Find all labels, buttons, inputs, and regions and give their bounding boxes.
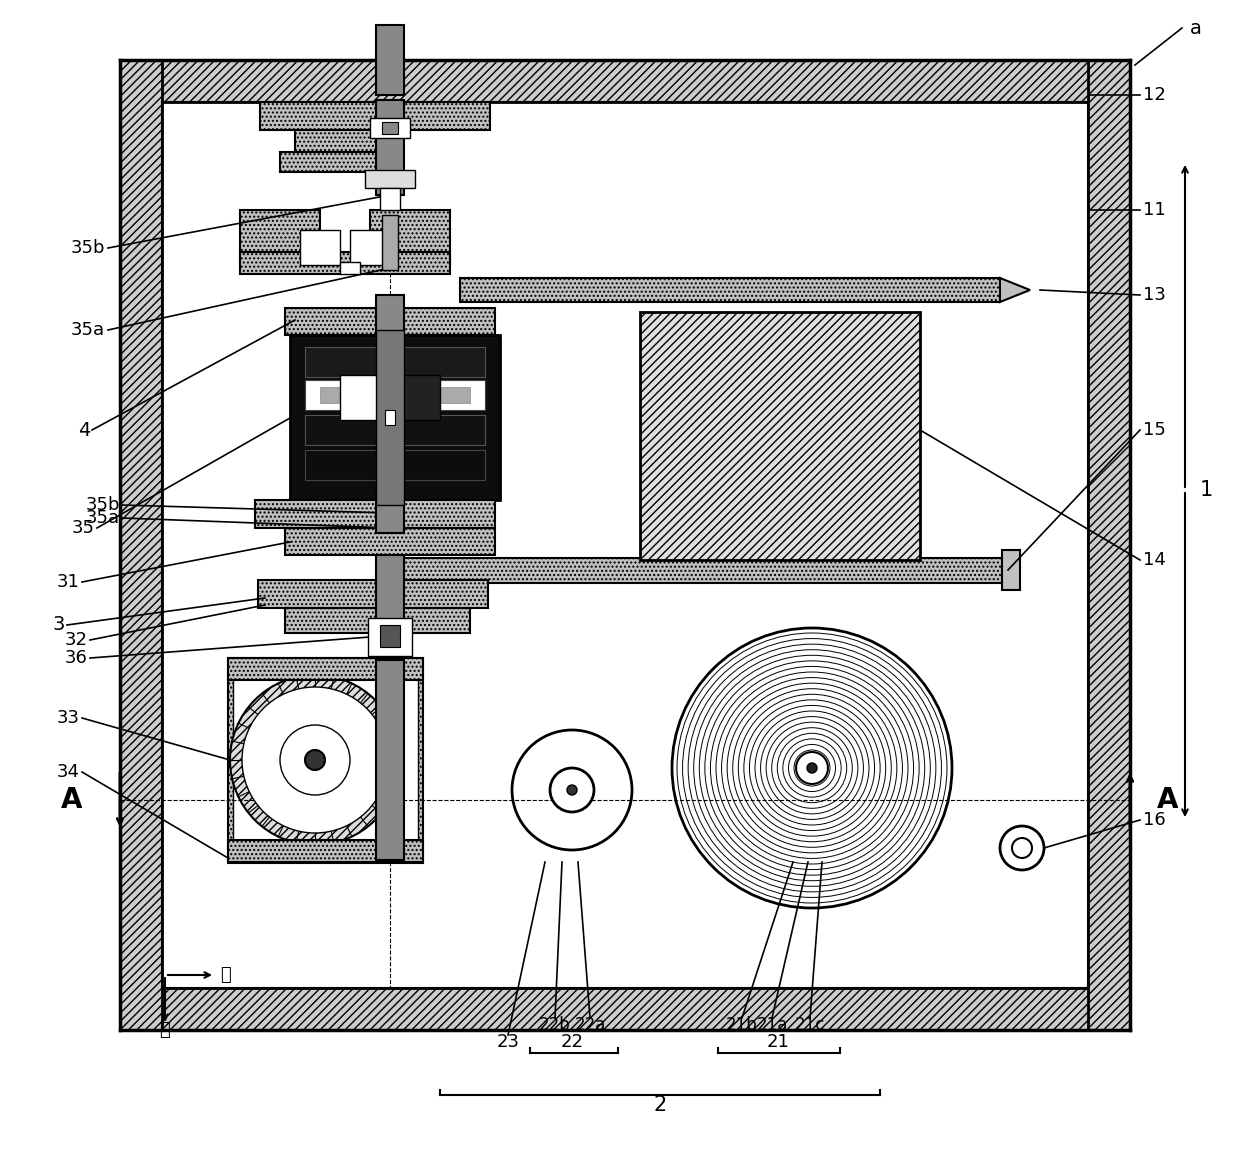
Text: 12: 12: [1143, 86, 1166, 104]
Text: A: A: [1157, 786, 1179, 815]
Polygon shape: [999, 278, 1030, 302]
Text: 21: 21: [766, 1033, 790, 1051]
Bar: [376, 495, 404, 533]
Text: 35a: 35a: [71, 320, 105, 339]
Bar: [1087, 60, 1130, 1030]
Text: 14: 14: [1143, 551, 1166, 569]
Bar: [376, 555, 404, 665]
Bar: [120, 60, 162, 1030]
Bar: [460, 278, 999, 302]
Bar: [376, 330, 404, 504]
Text: 21a: 21a: [756, 1016, 787, 1034]
Bar: [285, 528, 495, 555]
Circle shape: [796, 752, 828, 784]
Text: 32: 32: [64, 631, 88, 649]
Circle shape: [567, 784, 577, 795]
Bar: [258, 580, 489, 607]
Bar: [340, 261, 360, 274]
Text: 35b: 35b: [71, 239, 105, 257]
Text: 35b: 35b: [86, 496, 120, 514]
Bar: [305, 379, 485, 410]
Text: 22a: 22a: [574, 1016, 605, 1034]
Text: 35a: 35a: [86, 509, 120, 526]
Bar: [376, 659, 404, 860]
Bar: [384, 410, 396, 425]
Bar: [391, 375, 440, 420]
Text: 35: 35: [72, 519, 95, 537]
Bar: [1002, 550, 1021, 590]
Bar: [285, 308, 495, 336]
Text: 33: 33: [57, 709, 81, 727]
Circle shape: [551, 768, 594, 812]
Bar: [640, 312, 920, 560]
Bar: [241, 211, 320, 265]
Text: 36: 36: [66, 649, 88, 666]
Bar: [370, 211, 450, 265]
Bar: [305, 450, 485, 480]
Bar: [391, 558, 1008, 583]
Bar: [379, 625, 401, 647]
Circle shape: [1012, 838, 1032, 858]
Bar: [376, 100, 404, 196]
Bar: [320, 386, 470, 403]
Bar: [382, 215, 398, 270]
Text: 22b: 22b: [539, 1016, 570, 1034]
Circle shape: [512, 730, 632, 850]
Text: 1: 1: [1200, 480, 1213, 500]
Text: 21b: 21b: [727, 1016, 758, 1034]
Bar: [280, 152, 396, 172]
Bar: [228, 658, 423, 680]
Circle shape: [999, 826, 1044, 870]
Bar: [120, 60, 1130, 102]
Bar: [295, 130, 379, 152]
Circle shape: [305, 750, 325, 771]
Text: 4: 4: [78, 420, 91, 440]
Bar: [300, 230, 340, 265]
Text: 2: 2: [653, 1095, 667, 1115]
Bar: [365, 170, 415, 187]
Bar: [290, 336, 500, 500]
Bar: [285, 607, 470, 633]
Bar: [350, 230, 391, 265]
Bar: [255, 500, 495, 528]
Text: A: A: [61, 786, 83, 815]
Bar: [305, 415, 485, 445]
Text: 34: 34: [57, 762, 81, 781]
Text: 11: 11: [1143, 201, 1166, 219]
Text: 31: 31: [57, 573, 81, 591]
Bar: [120, 988, 1130, 1030]
Bar: [228, 840, 423, 862]
Text: 3: 3: [52, 616, 64, 634]
Text: 16: 16: [1143, 811, 1166, 830]
Bar: [379, 187, 401, 211]
Bar: [228, 658, 423, 863]
Text: 13: 13: [1143, 286, 1166, 304]
Text: 22: 22: [560, 1033, 584, 1051]
Bar: [260, 102, 490, 130]
Bar: [370, 118, 410, 138]
Bar: [241, 252, 450, 274]
Circle shape: [807, 762, 817, 773]
Text: 前: 前: [160, 1020, 170, 1039]
Bar: [382, 121, 398, 134]
Text: 21c: 21c: [795, 1016, 825, 1034]
Bar: [340, 375, 391, 420]
Text: 右: 右: [219, 966, 231, 983]
Text: 23: 23: [496, 1033, 520, 1051]
Bar: [376, 25, 404, 95]
Bar: [162, 102, 1087, 988]
Bar: [233, 663, 418, 858]
Bar: [368, 618, 412, 656]
Bar: [305, 347, 485, 377]
Text: 15: 15: [1143, 421, 1166, 439]
Text: a: a: [1190, 19, 1202, 37]
Circle shape: [229, 675, 401, 845]
Circle shape: [242, 687, 388, 833]
Bar: [376, 295, 404, 336]
Circle shape: [280, 725, 350, 795]
